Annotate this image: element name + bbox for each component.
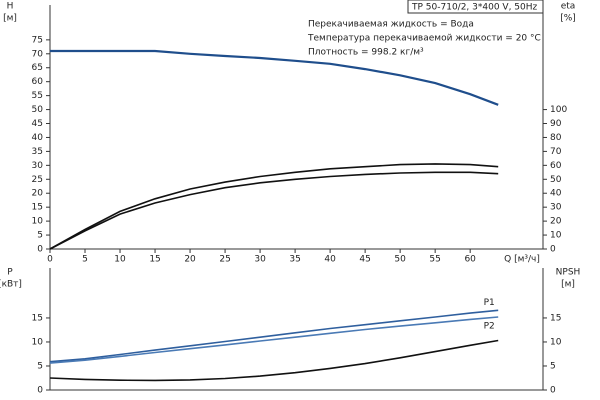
y2-tick-label: 50 [550,175,562,185]
y-axis-label: [м] [3,14,17,24]
y-axis-label: H [7,2,14,12]
x-tick-label: 15 [149,255,160,265]
y2-tick-label: 10 [550,337,562,347]
y2-tick-label: 40 [550,189,562,199]
y-tick-label: 55 [32,91,43,101]
chart-title: TP 50-710/2, 3*400 V, 50Hz [411,3,538,13]
annotation: Перекачиваемая жидкость = Вода [308,20,474,30]
y-tick-label: 40 [32,133,44,143]
y2-tick-label: 15 [550,313,561,323]
y-tick-label: 75 [32,35,43,45]
curve [49,339,499,382]
y-tick-label: 65 [32,63,43,73]
y-axis-label: P [7,268,13,278]
y-tick-label: 15 [32,313,43,323]
y-axis-label: [кВт] [0,280,22,290]
y2-tick-label: 90 [550,119,562,129]
curve [49,316,499,364]
y2-tick-label: 5 [550,361,556,371]
x-tick-label: 20 [184,255,196,265]
y2-tick-label: 0 [550,386,556,396]
plot-frame [49,268,544,391]
x-tick-label: 50 [394,255,406,265]
x-axis-label: Q [м³/ч] [504,255,540,265]
x-tick-label: 60 [464,255,476,265]
x-tick-label: 0 [47,255,53,265]
x-tick-label: 10 [114,255,126,265]
x-tick-label: 45 [359,255,370,265]
y-tick-label: 0 [37,386,43,396]
y-tick-label: 15 [32,203,43,213]
y-tick-label: 10 [32,337,44,347]
x-tick-label: 25 [219,255,230,265]
y2-axis-label: eta [561,2,576,12]
y2-tick-label: 30 [550,203,562,213]
series-label: P2 [484,321,495,331]
annotation: Плотность = 998.2 кг/м³ [308,48,424,58]
y-tick-label: 60 [32,77,44,87]
series-label: P1 [484,298,495,308]
y2-tick-label: 60 [550,161,562,171]
x-tick-label: 35 [289,255,300,265]
y-tick-label: 35 [32,147,43,157]
y-tick-label: 0 [37,245,43,255]
y-tick-label: 25 [32,175,43,185]
curve [49,171,499,250]
y-tick-label: 10 [32,217,44,227]
y2-tick-label: 70 [550,147,562,157]
curve [49,163,499,250]
y-tick-label: 30 [32,161,44,171]
title-box [407,0,544,14]
y2-tick-label: 20 [550,217,562,227]
y-tick-label: 50 [32,105,44,115]
y-tick-label: 5 [37,361,43,371]
y-tick-label: 20 [32,189,44,199]
y-tick-label: 45 [32,119,43,129]
y2-tick-label: 80 [550,133,562,143]
y2-tick-label: 10 [550,231,562,241]
y2-tick-label: 100 [550,105,567,115]
curve [50,49,499,106]
y2-axis-label: [м] [561,280,575,290]
y2-tick-label: 0 [550,245,556,255]
y2-axis-label: [%] [560,14,576,24]
y-tick-label: 5 [37,231,43,241]
x-tick-label: 40 [324,255,336,265]
annotation: Температура перекачиваемой жидкости = 20… [307,34,541,44]
y2-axis-label: NPSH [556,268,581,278]
plot-frame [49,5,544,250]
curve [49,309,499,363]
x-tick-label: 30 [254,255,266,265]
y-tick-label: 70 [32,49,44,59]
x-tick-label: 5 [82,255,88,265]
x-tick-label: 55 [429,255,440,265]
